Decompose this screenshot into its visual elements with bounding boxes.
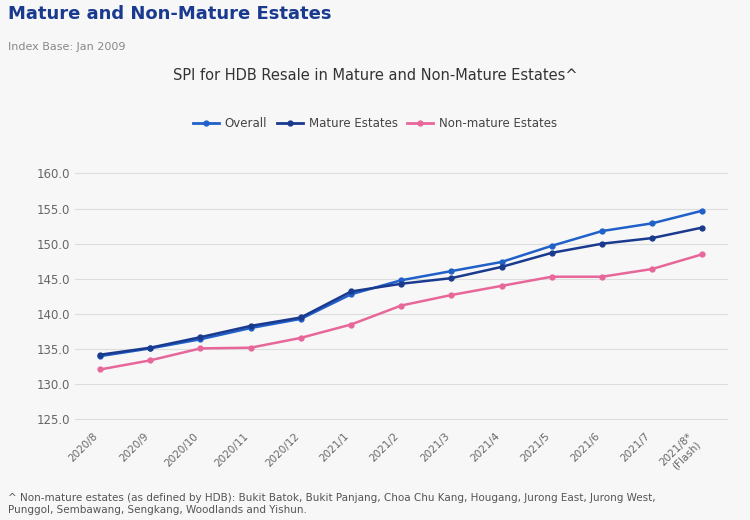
- Text: ^ Non-mature estates (as defined by HDB): Bukit Batok, Bukit Panjang, Choa Chu K: ^ Non-mature estates (as defined by HDB)…: [8, 493, 656, 515]
- Text: Index Base: Jan 2009: Index Base: Jan 2009: [8, 42, 125, 51]
- Legend: Overall, Mature Estates, Non-mature Estates: Overall, Mature Estates, Non-mature Esta…: [188, 112, 562, 135]
- Text: Mature and Non-Mature Estates: Mature and Non-Mature Estates: [8, 5, 331, 23]
- Text: SPI for HDB Resale in Mature and Non-Mature Estates^: SPI for HDB Resale in Mature and Non-Mat…: [172, 68, 578, 83]
